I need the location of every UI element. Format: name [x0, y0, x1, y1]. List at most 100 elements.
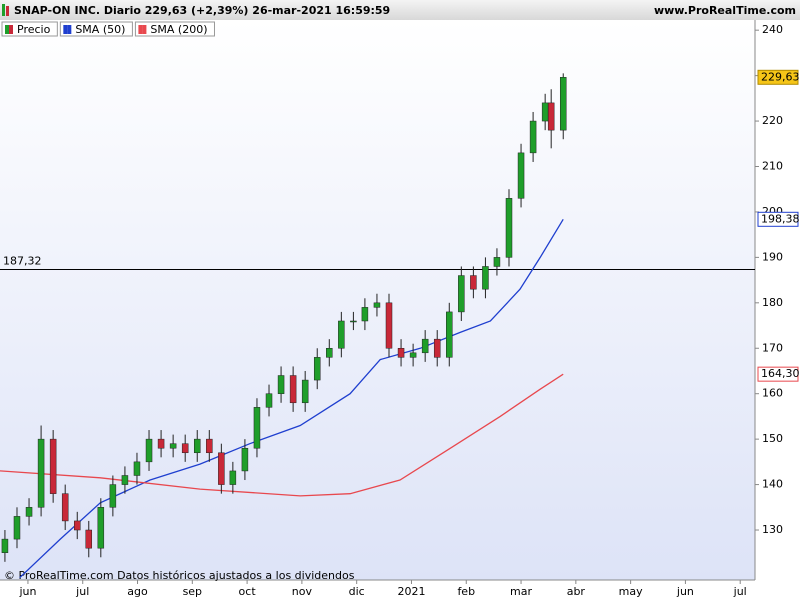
y-tick-label: 220: [762, 114, 783, 127]
candle-body: [277, 375, 285, 394]
price-label-box: [757, 69, 799, 85]
sma-line: [19, 218, 564, 579]
y-tick-label: 190: [762, 250, 783, 263]
candle-body: [470, 275, 477, 290]
candle-body: [482, 266, 489, 290]
candle-body: [517, 152, 525, 199]
candle-body: [109, 484, 117, 508]
x-tick-label: nov: [292, 585, 313, 598]
x-tick-label: abr: [567, 585, 586, 598]
legend-item: [59, 21, 133, 37]
y-tick-label: 180: [762, 296, 783, 309]
candle-body: [289, 375, 297, 404]
legend-swatch: [9, 25, 13, 34]
candle-body: [1, 538, 9, 553]
y-tick-label: 130: [762, 523, 783, 536]
legend-swatch: [142, 25, 147, 34]
price-label: 229,63: [761, 70, 800, 83]
x-tick-label: jul: [733, 585, 747, 598]
legend-label: SMA (200): [150, 23, 207, 36]
x-tick-label: may: [619, 585, 643, 598]
x-tick-label: jun: [676, 585, 694, 598]
candle-body: [559, 77, 567, 131]
candle-body: [133, 461, 141, 476]
y-tick-label: 170: [762, 341, 783, 354]
candle-body: [493, 257, 501, 267]
sma-label: 164,30: [761, 367, 800, 380]
candle-body: [547, 102, 555, 131]
legend-item: [134, 21, 215, 37]
candle-body: [265, 393, 273, 408]
sma-line: [0, 373, 564, 497]
legend-label: Precio: [17, 23, 51, 36]
sma-label: 198,38: [761, 212, 800, 225]
header-icon: [2, 4, 5, 16]
candle-body: [326, 348, 333, 358]
candle-body: [193, 438, 201, 454]
x-tick-label: dic: [349, 585, 365, 598]
candle-body: [169, 443, 177, 449]
candle-body: [409, 352, 417, 358]
candle-body: [338, 320, 345, 349]
sma-label-box: [757, 366, 799, 382]
candle-body: [241, 447, 249, 472]
y-tick-label: 210: [762, 159, 783, 172]
legend-label: SMA (50): [75, 23, 125, 36]
horizontal-line-label: 187,32: [3, 255, 42, 268]
candle-body: [25, 507, 33, 517]
y-tick-label: 160: [762, 387, 783, 400]
legend-swatch: [138, 25, 143, 34]
candle-body: [301, 379, 309, 404]
candle-body: [85, 529, 93, 549]
header-site: www.ProRealTime.com: [654, 4, 796, 17]
candle-body: [529, 120, 537, 154]
candle-body: [145, 438, 153, 463]
candle-body: [181, 443, 189, 454]
header-icon: [6, 6, 9, 16]
candle-body: [13, 516, 21, 540]
candle-body: [385, 302, 393, 349]
candle-body: [229, 470, 237, 485]
candle-body: [350, 320, 357, 323]
candle-body: [37, 438, 45, 508]
candle-body: [313, 357, 321, 381]
x-tick-label: jul: [75, 585, 89, 598]
y-tick-label: 240: [762, 23, 783, 36]
y-tick-label: 140: [762, 478, 783, 491]
header-bar: [0, 0, 800, 20]
x-tick-label: mar: [510, 585, 532, 598]
candle-body: [446, 311, 453, 358]
x-tick-label: sep: [183, 585, 202, 598]
candle-body: [505, 198, 513, 258]
legend-swatch: [5, 25, 9, 34]
candle-body: [361, 307, 369, 322]
candle-body: [421, 338, 429, 354]
candle-body: [397, 348, 405, 358]
x-tick-label: feb: [457, 585, 475, 598]
candle-body: [157, 438, 165, 449]
candle-body: [121, 475, 129, 485]
candle-body: [433, 338, 441, 358]
y-tick-label: 150: [762, 432, 783, 445]
candle-body: [97, 507, 105, 549]
candle-body: [49, 438, 57, 494]
legend-item: [1, 21, 58, 37]
candle-body: [61, 493, 69, 522]
candle-body: [253, 407, 261, 449]
x-tick-label: ago: [127, 585, 148, 598]
candle-body: [373, 302, 381, 308]
footer: © ProRealTime.com Datos históricos ajust…: [4, 569, 355, 582]
x-tick-label: 2021: [397, 585, 425, 598]
candle-body: [218, 452, 225, 485]
legend-swatch: [67, 25, 72, 34]
sma-label-box: [757, 211, 799, 227]
candle-body: [74, 520, 81, 531]
header-title: SNAP-ON INC. Diario 229,63 (+2,39%) 26-m…: [14, 4, 390, 17]
candle-body: [541, 102, 549, 122]
candle-body: [458, 275, 465, 313]
x-tick-label: jun: [18, 585, 36, 598]
x-tick-label: oct: [239, 585, 257, 598]
candle-body: [206, 438, 213, 454]
legend-swatch: [63, 25, 68, 34]
